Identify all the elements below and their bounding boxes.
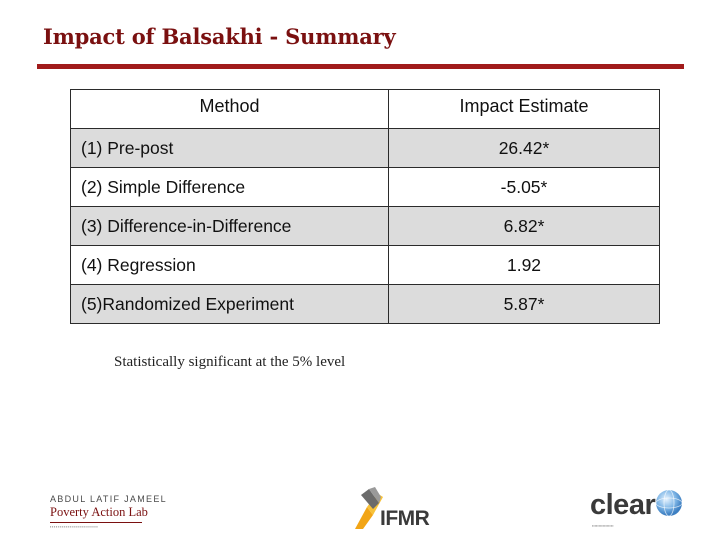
clear-logo: clear ▪▪▪▪▪▪▪▪▪▪▪▪▪▪▪▪ [590,486,690,536]
method-cell: (2) Simple Difference [70,167,389,207]
table-header-row: Method Impact Estimate [70,89,660,129]
method-cell: (3) Difference-in-Difference [70,206,389,246]
summary-table: Method Impact Estimate (1) Pre-post 26.4… [70,89,660,324]
estimate-cell: 1.92 [388,245,660,285]
table-row: (2) Simple Difference -5.05* [70,167,660,207]
method-cell: (1) Pre-post [70,128,389,168]
estimate-cell: -5.05* [388,167,660,207]
globe-icon [655,489,683,517]
column-header-impact-estimate: Impact Estimate [388,89,660,129]
title-divider [37,64,684,69]
jpal-logo-main: Poverty Action Lab [50,505,148,519]
clear-logo-tagline: ▪▪▪▪▪▪▪▪▪▪▪▪▪▪▪▪ [592,524,614,528]
method-cell: (4) Regression [70,245,389,285]
ifmr-mark-icon [355,487,383,529]
table-row: (3) Difference-in-Difference 6.82* [70,206,660,246]
table-row: (4) Regression 1.92 [70,245,660,285]
jpal-logo-tagline: ▪▪▪▪▪▪▪▪▪▪▪▪▪▪▪▪▪▪▪▪▪▪▪▪ [50,524,99,529]
table-row: (5)Randomized Experiment 5.87* [70,284,660,324]
column-header-method: Method [70,89,389,129]
table-row: (1) Pre-post 26.42* [70,128,660,168]
jpal-logo: ABDUL LATIF JAMEEL Poverty Action Lab ▪▪… [50,494,200,530]
jpal-logo-top: ABDUL LATIF JAMEEL [50,494,167,504]
ifmr-logo-text: IFMR [380,507,430,530]
estimate-cell: 6.82* [388,206,660,246]
page-title: Impact of Balsakhi - Summary [43,24,396,49]
method-cell: (5)Randomized Experiment [70,284,389,324]
significance-footnote: Statistically significant at the 5% leve… [114,354,346,370]
ifmr-logo: IFMR [353,485,453,535]
jpal-logo-rule [50,522,142,523]
estimate-cell: 5.87* [388,284,660,324]
clear-logo-text: clear [590,489,656,521]
estimate-cell: 26.42* [388,128,660,168]
